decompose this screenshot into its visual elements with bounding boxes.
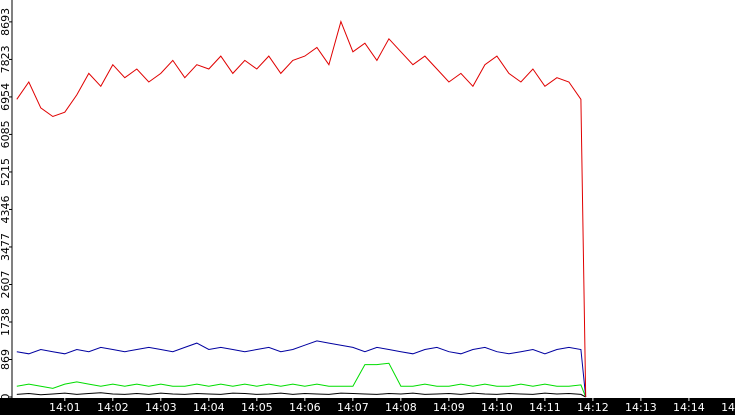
x-tick-label: 14:02	[97, 401, 129, 414]
y-tick-label: 3477	[0, 233, 12, 261]
y-tick-label: 4346	[0, 195, 12, 223]
x-axis-bar	[0, 398, 735, 415]
x-tick-label: 14:12	[577, 401, 609, 414]
x-tick-label: 14:13	[625, 401, 657, 414]
y-tick-label: 1738	[0, 308, 12, 336]
x-tick-label: 14:07	[337, 401, 369, 414]
x-tick-label: 14:03	[145, 401, 177, 414]
x-tick-label: 14:08	[385, 401, 417, 414]
x-tick-label: 14:14	[673, 401, 705, 414]
x-tick-label: 14:10	[481, 401, 513, 414]
y-tick-label: 5215	[0, 158, 12, 186]
series-line	[16, 340, 587, 398]
series-line	[16, 20, 587, 398]
y-tick-label: 8693	[0, 8, 12, 36]
x-tick-label: 14:06	[289, 401, 321, 414]
y-tick-label: 6954	[0, 83, 12, 111]
x-tick-label: 14:01	[49, 401, 81, 414]
x-tick-label: 14:05	[241, 401, 273, 414]
x-tick-label: 14:15	[721, 401, 735, 414]
y-tick-label: 0	[0, 394, 12, 401]
x-tick-label: 14:04	[193, 401, 225, 414]
x-tick-label: 14:09	[433, 401, 465, 414]
y-tick-label: 869	[0, 349, 12, 370]
series-line	[16, 362, 587, 398]
y-tick-label: 6085	[0, 120, 12, 148]
series-line	[16, 392, 586, 398]
x-tick-label: 14:11	[529, 401, 561, 414]
y-tick-label: 2607	[0, 271, 12, 299]
y-tick-label: 7823	[0, 45, 12, 73]
